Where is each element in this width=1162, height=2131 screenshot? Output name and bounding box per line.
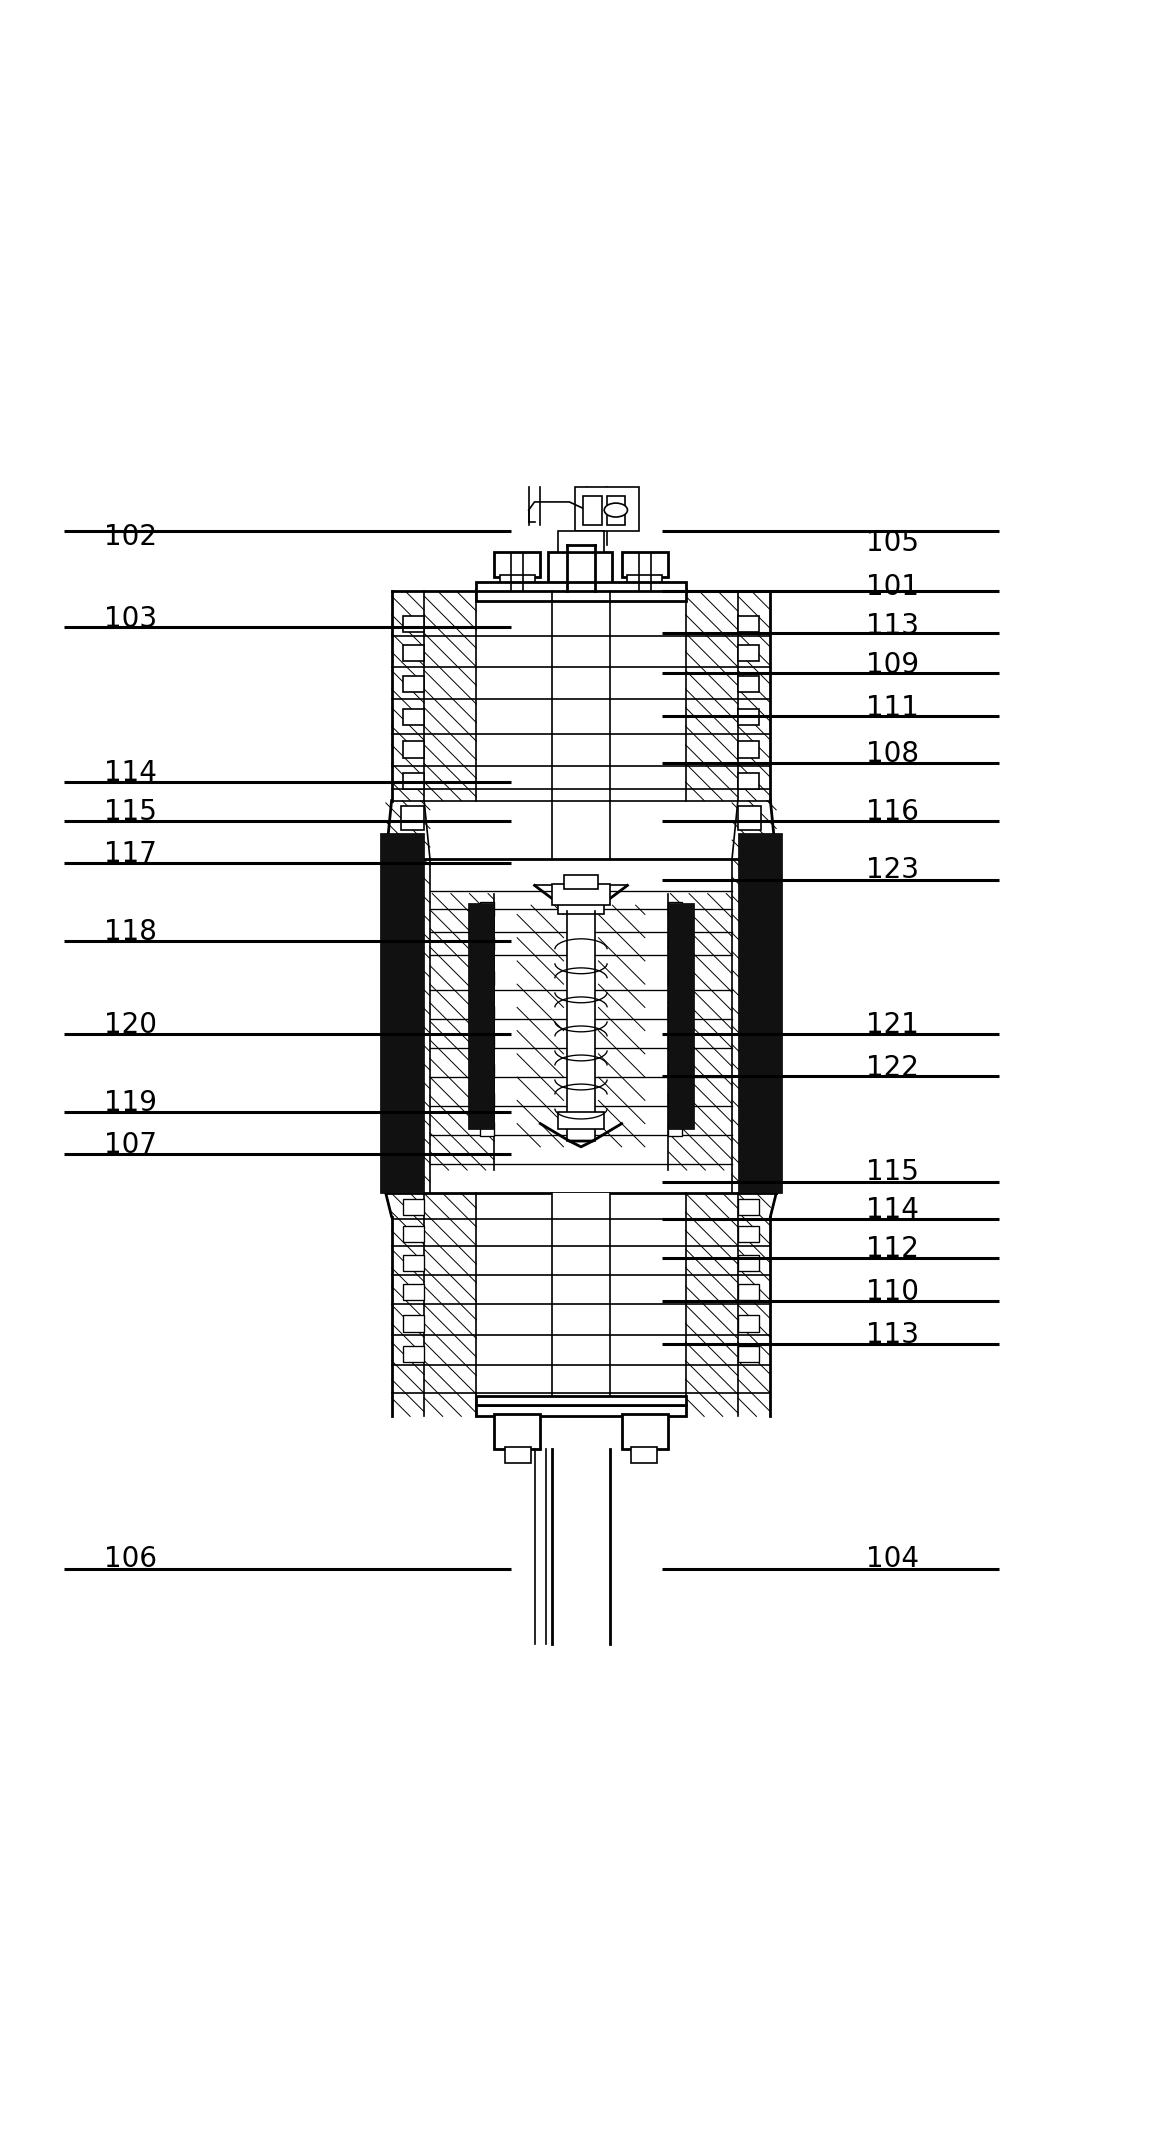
Bar <box>476 1396 686 1404</box>
Bar <box>668 901 682 916</box>
Bar <box>403 1285 424 1300</box>
Text: 112: 112 <box>866 1236 919 1264</box>
Text: 118: 118 <box>103 918 157 946</box>
Bar <box>480 936 494 950</box>
Bar <box>548 552 612 592</box>
Text: 114: 114 <box>866 1195 919 1223</box>
Bar <box>631 1447 657 1462</box>
Bar <box>627 575 662 592</box>
Bar <box>622 1415 668 1449</box>
Bar <box>494 552 540 578</box>
Bar <box>738 676 759 693</box>
Text: 110: 110 <box>866 1279 919 1306</box>
Text: 107: 107 <box>103 1132 157 1159</box>
Bar <box>480 901 494 916</box>
Bar <box>480 1093 494 1108</box>
Text: 104: 104 <box>866 1545 919 1573</box>
Bar <box>552 1193 610 1417</box>
Bar <box>583 497 602 524</box>
Bar <box>403 646 424 661</box>
Ellipse shape <box>604 503 627 518</box>
Text: 102: 102 <box>103 522 157 550</box>
Text: 117: 117 <box>103 840 157 867</box>
Text: 113: 113 <box>866 1321 919 1349</box>
Bar <box>738 774 759 788</box>
Bar <box>738 1315 759 1332</box>
Bar <box>607 497 625 524</box>
Bar <box>403 1315 424 1332</box>
Text: 115: 115 <box>103 799 157 827</box>
Text: 108: 108 <box>866 739 919 767</box>
Bar <box>403 1345 424 1362</box>
Text: 115: 115 <box>866 1159 919 1187</box>
Bar <box>738 1255 759 1272</box>
Bar <box>668 1093 682 1108</box>
Bar <box>558 1112 604 1129</box>
Bar <box>668 1036 682 1048</box>
Bar <box>480 1006 494 1021</box>
Bar <box>622 552 668 578</box>
Bar <box>505 1447 531 1462</box>
Text: 120: 120 <box>103 1010 157 1038</box>
Bar <box>668 1006 682 1021</box>
Text: 122: 122 <box>866 1055 919 1083</box>
Bar <box>575 486 639 531</box>
Bar <box>668 972 682 985</box>
Bar <box>738 1225 759 1242</box>
Text: 113: 113 <box>866 612 919 639</box>
Bar <box>738 1285 759 1300</box>
Bar <box>403 616 424 633</box>
Bar <box>668 1063 682 1078</box>
Text: 109: 109 <box>866 650 919 678</box>
Bar <box>558 531 604 552</box>
Bar <box>476 1404 686 1417</box>
Text: 101: 101 <box>866 573 919 601</box>
Bar <box>403 1225 424 1242</box>
Bar <box>500 575 535 592</box>
Bar <box>494 1415 540 1449</box>
Text: 121: 121 <box>866 1010 919 1038</box>
Bar <box>403 774 424 788</box>
Text: 119: 119 <box>103 1089 157 1117</box>
Bar <box>738 742 759 757</box>
Text: 106: 106 <box>103 1545 157 1573</box>
Bar <box>468 904 494 1129</box>
Bar <box>403 742 424 757</box>
Text: 116: 116 <box>866 799 919 827</box>
Text: 111: 111 <box>866 693 919 722</box>
Bar <box>564 876 598 889</box>
Bar <box>403 1255 424 1272</box>
Bar <box>738 806 761 829</box>
Bar <box>668 904 694 1129</box>
Bar <box>738 1200 759 1215</box>
Bar <box>480 1063 494 1078</box>
Text: 114: 114 <box>103 759 157 786</box>
Bar <box>738 646 759 661</box>
Bar <box>558 904 604 914</box>
Bar <box>480 1123 494 1136</box>
Bar <box>476 588 686 601</box>
Bar <box>668 1123 682 1136</box>
Text: 105: 105 <box>866 528 919 556</box>
Bar <box>480 972 494 985</box>
Bar <box>480 1036 494 1048</box>
Bar <box>552 884 610 906</box>
Bar <box>476 582 686 592</box>
Bar <box>738 833 782 1193</box>
Bar <box>403 1200 424 1215</box>
Bar <box>403 710 424 725</box>
Bar <box>401 806 424 829</box>
Bar <box>738 710 759 725</box>
Bar <box>738 1345 759 1362</box>
Bar <box>552 592 610 801</box>
Bar <box>668 936 682 950</box>
Bar <box>403 676 424 693</box>
Text: 123: 123 <box>866 857 919 884</box>
Bar <box>380 833 424 1193</box>
Text: 103: 103 <box>103 605 157 633</box>
Bar <box>738 616 759 633</box>
Bar <box>567 893 595 1159</box>
